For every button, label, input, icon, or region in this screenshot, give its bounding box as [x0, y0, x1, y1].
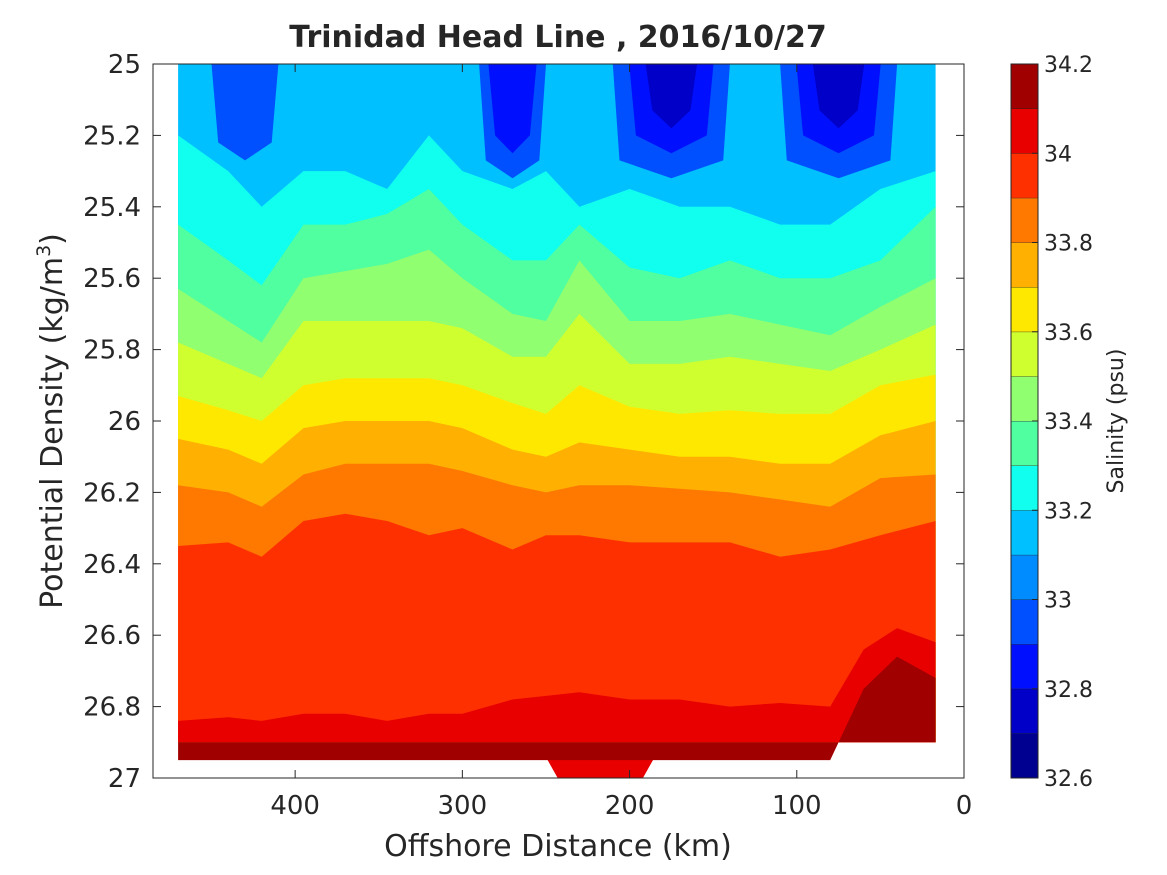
x-tick-label: 200 [605, 791, 655, 821]
colorbar-swatch [1011, 197, 1038, 243]
colorbar-frame [1010, 63, 1039, 779]
x-axis-ticks: 400 300 200 100 0 [270, 64, 972, 821]
y-tick-label: 26.4 [83, 550, 141, 580]
y-tick-label: 26 [108, 407, 141, 437]
contour-fresh-core-0-0 [211, 64, 279, 161]
colorbar-tick-label: 33.6 [1044, 321, 1093, 346]
colorbar-tick-label: 33.8 [1044, 232, 1093, 257]
colorbar-ticks: 32.6 32.8 33 33.2 33.4 33.6 33.8 34 34.2 [1032, 53, 1093, 792]
colorbar-swatch [1011, 108, 1038, 154]
y-tick-label: 26.6 [83, 621, 141, 651]
y-axis-ticks: 25 25.2 25.4 25.6 25.8 26 26.2 26.4 26.6 26.8 27 [83, 50, 964, 794]
contour-fills [178, 64, 936, 778]
contour-band-34 [178, 628, 936, 743]
colorbar [1011, 63, 1038, 778]
x-tick-label: 0 [956, 791, 973, 821]
colorbar-swatch [1011, 510, 1038, 555]
colorbar-swatch [1011, 733, 1038, 778]
colorbar-tick-label: 33.2 [1044, 499, 1093, 524]
colorbar-swatch [1011, 153, 1038, 198]
y-tick-label: 26.2 [83, 478, 141, 508]
x-axis-label: Offshore Distance (km) [384, 829, 732, 864]
x-tick-label: 300 [438, 791, 488, 821]
colorbar-swatch [1011, 64, 1038, 109]
colorbar-tick-label: 32.6 [1044, 767, 1093, 792]
y-axis-label: Potential Density (kg/m3) [33, 233, 70, 609]
colorbar-swatch [1011, 242, 1038, 288]
chart-title: Trinidad Head Line , 2016/10/27 [289, 20, 826, 55]
y-axis-label-close: ) [35, 233, 70, 245]
y-tick-label: 27 [108, 764, 141, 794]
x-tick-label: 400 [270, 791, 320, 821]
y-axis-label-main: Potential Density (kg/m [35, 257, 70, 609]
colorbar-swatch [1011, 599, 1038, 645]
y-axis-label-superscript: 3 [33, 245, 55, 257]
contour-fresh-core-3-2 [812, 64, 865, 129]
y-tick-label: 26.8 [83, 693, 141, 723]
contour-band-34-1 [178, 656, 936, 761]
colorbar-swatch [1011, 287, 1038, 332]
colorbar-tick-label: 33.4 [1044, 410, 1093, 435]
contour-band-33-9 [178, 513, 936, 743]
colorbar-swatch [1011, 331, 1038, 377]
colorbar-tick-label: 33 [1044, 589, 1072, 614]
colorbar-tick-label: 34 [1044, 142, 1072, 167]
colorbar-label: Salinity (psu) [1104, 349, 1129, 494]
contour-fresh-core-1-1 [488, 64, 537, 154]
colorbar-swatch [1011, 465, 1038, 511]
colorbar-tick-label: 32.8 [1044, 678, 1093, 703]
colorbar-swatch [1011, 554, 1038, 600]
colorbar-swatch [1011, 421, 1038, 466]
colorbar-swatch [1011, 644, 1038, 689]
x-tick-label: 100 [772, 791, 822, 821]
y-tick-label: 25.2 [83, 121, 141, 151]
y-tick-label: 25.8 [83, 336, 141, 366]
colorbar-swatch [1011, 376, 1038, 421]
colorbar-swatch [1011, 688, 1038, 734]
y-tick-label: 25.6 [83, 264, 141, 294]
contour-fresh-core-2-2 [645, 64, 698, 129]
y-tick-label: 25.4 [83, 193, 141, 223]
colorbar-tick-label: 34.2 [1044, 53, 1093, 78]
y-tick-label: 25 [108, 50, 141, 80]
